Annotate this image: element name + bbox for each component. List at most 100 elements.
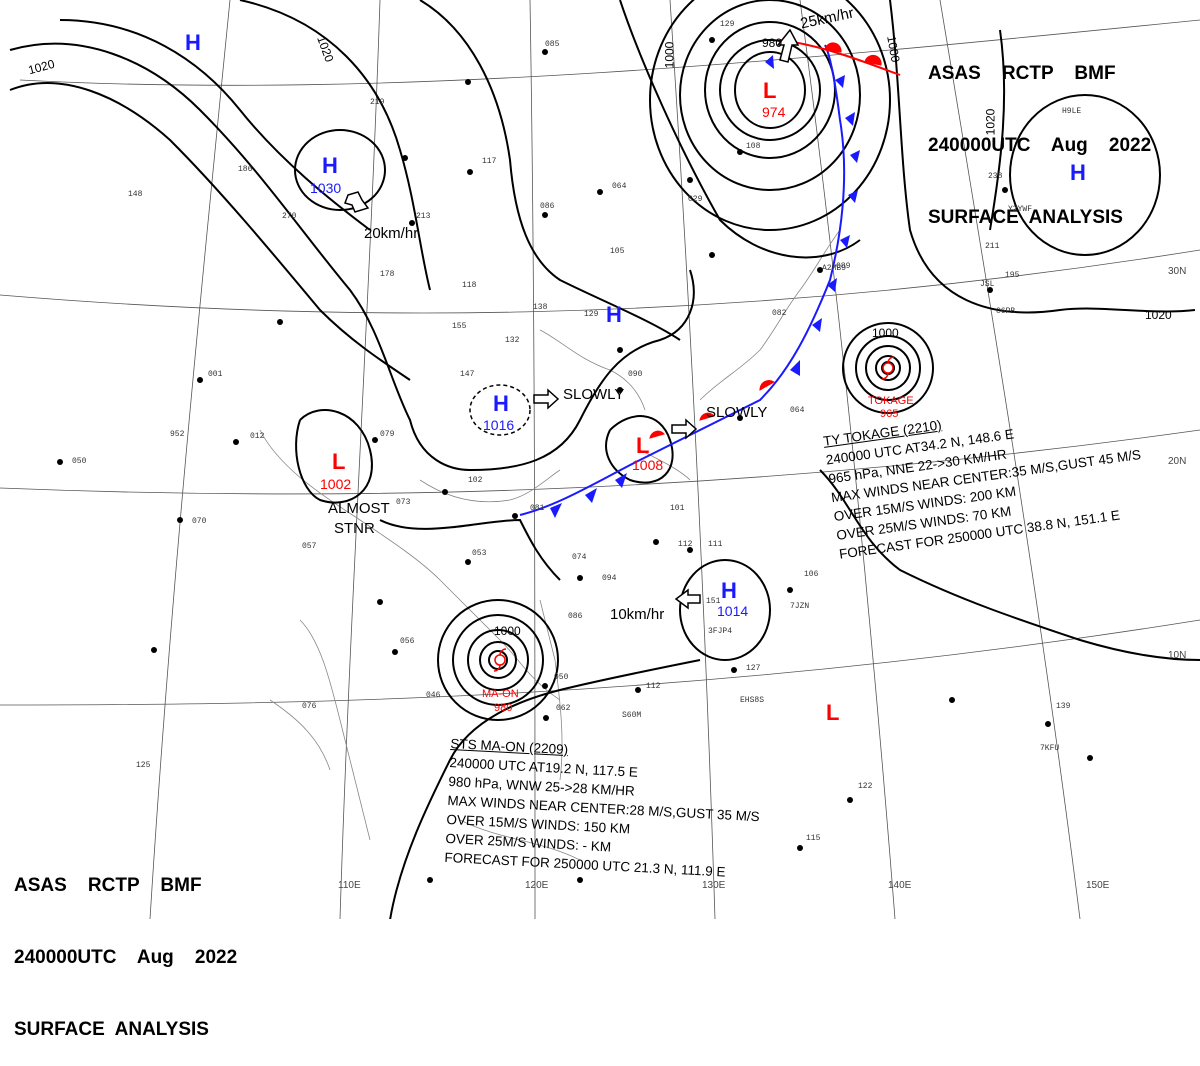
lat-tick: 20N — [1168, 456, 1187, 467]
station-id: EHS8S — [740, 696, 765, 705]
isobar-label: 980 — [762, 36, 783, 50]
station-value: 238 — [988, 172, 1003, 181]
isobars — [9, 0, 1200, 919]
low-symbol: L — [826, 700, 840, 725]
station-value: 050 — [72, 457, 87, 466]
lat-tick: 10N — [1168, 650, 1187, 661]
station-value: 138 — [533, 303, 548, 312]
station-value: 219 — [370, 98, 385, 107]
station-value: 081 — [530, 504, 545, 513]
station-id: S60M — [622, 711, 642, 720]
station-value: 062 — [556, 704, 571, 713]
station-value: 074 — [572, 553, 587, 562]
movement-label: STNR — [334, 520, 375, 537]
low-pressure-value: 1002 — [320, 476, 352, 492]
graticule — [0, 0, 1200, 919]
low-pressure-value: 974 — [762, 104, 786, 120]
station-value: 118 — [462, 281, 477, 290]
header-source: ASAS RCTP BMF — [928, 63, 1116, 84]
movement-label: 20km/hr — [364, 225, 419, 242]
typhoon-name: TOKAGE — [868, 395, 914, 407]
lon-tick: 120E — [525, 880, 549, 891]
station-value: 151 — [706, 597, 721, 606]
station-id: H9LE — [1062, 107, 1082, 116]
station-value: 106 — [804, 570, 819, 579]
isobar-label: 1000 — [494, 624, 521, 638]
station-value: 122 — [858, 782, 873, 791]
station-plots — [57, 37, 1093, 883]
storm-pressure: 980 — [494, 702, 513, 714]
station-value: 186 — [238, 165, 253, 174]
movement-arrows — [344, 28, 800, 610]
lon-tick: 150E — [1086, 880, 1110, 891]
station-id: Y2YWF — [1008, 205, 1033, 214]
lon-tick: 140E — [888, 880, 912, 891]
station-value: 090 — [628, 370, 643, 379]
station-value: 195 — [1005, 271, 1020, 280]
station-value: 001 — [208, 370, 223, 379]
high-pressure-value: 1016 — [483, 417, 515, 433]
lon-tick: 110E — [338, 880, 361, 891]
station-value: 155 — [452, 322, 467, 331]
movement-label: ALMOST — [328, 500, 390, 517]
header-time: 240000UTC Aug 2022 — [928, 135, 1152, 156]
station-value: 082 — [772, 309, 787, 318]
header-top-right: ASAS RCTP BMF 240000UTC Aug 2022 SURFACE… — [928, 14, 1151, 254]
station-value: 076 — [302, 702, 317, 711]
maon-advisory: STS MA-ON (2209) 240000 UTC AT19.2 N, 11… — [444, 734, 763, 883]
station-value: 178 — [380, 270, 395, 279]
station-value: 129 — [720, 20, 735, 29]
station-value: 101 — [670, 504, 685, 513]
movement-label: 10km/hr — [610, 606, 665, 623]
station-value: 132 — [505, 336, 520, 345]
station-value: 064 — [612, 182, 627, 191]
high-symbol: H — [322, 153, 338, 178]
station-value: 086 — [568, 612, 583, 621]
cold-front — [519, 44, 860, 518]
station-value: 112 — [646, 682, 661, 691]
high-pressure-value: 1030 — [310, 180, 342, 196]
station-value: 053 — [472, 549, 487, 558]
header-title: SURFACE ANALYSIS — [14, 1019, 209, 1040]
isobar-label: 1020 — [983, 108, 998, 136]
low-symbol: L — [636, 433, 650, 458]
station-value: 111 — [708, 540, 723, 549]
typhoon-pressure: 965 — [880, 408, 899, 420]
station-value: 070 — [192, 517, 207, 526]
header-bottom-left: ASAS RCTP BMF 240000UTC Aug 2022 SURFACE… — [14, 826, 237, 1066]
isobar-label: 1000 — [872, 326, 899, 340]
station-value: 117 — [482, 157, 497, 166]
isobar-label: 1020 — [1145, 308, 1172, 322]
station-value: 085 — [545, 40, 560, 49]
low-symbol: L — [763, 78, 777, 103]
high-symbol: H — [185, 30, 201, 55]
high-symbol: H — [1070, 160, 1086, 185]
station-value: 050 — [554, 673, 569, 682]
station-value: 148 — [128, 190, 143, 199]
station-id: C6PB — [996, 307, 1016, 316]
station-id: 7KFU — [1040, 744, 1060, 753]
station-value: 213 — [416, 212, 431, 221]
station-id: JSL — [980, 280, 995, 289]
station-value: 139 — [1056, 702, 1071, 711]
movement-label: SLOWLY — [706, 404, 768, 421]
station-value: 056 — [400, 637, 415, 646]
lon-tick: 130E — [702, 880, 726, 891]
station-value: 270 — [282, 212, 297, 221]
surface-analysis-map — [0, 0, 1200, 919]
low-pressure-value: 1008 — [632, 457, 664, 473]
high-symbol: H — [721, 578, 737, 603]
station-id: 7JZN — [790, 602, 810, 611]
station-value: 102 — [468, 476, 483, 485]
station-value: 086 — [540, 202, 555, 211]
station-value: 079 — [380, 430, 395, 439]
isobar-label: 1000 — [662, 41, 677, 69]
station-value: 125 — [136, 761, 151, 770]
typhoon-symbols — [493, 356, 895, 672]
station-value: 089 — [836, 262, 851, 271]
station-value: 012 — [250, 432, 265, 441]
station-value: 952 — [170, 430, 185, 439]
station-value: 057 — [302, 542, 317, 551]
high-symbol: H — [606, 302, 622, 327]
header-source: ASAS RCTP BMF — [14, 875, 202, 896]
